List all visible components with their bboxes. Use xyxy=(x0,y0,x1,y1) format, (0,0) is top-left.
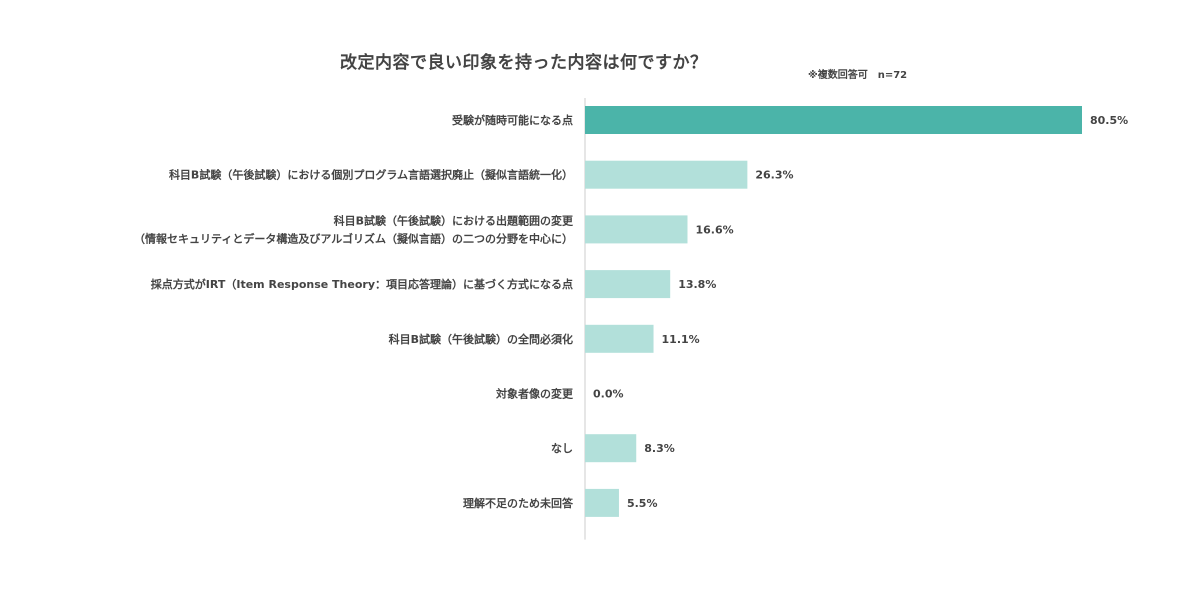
category-label: 科目B試験（午後試験）の全問必須化 xyxy=(389,332,573,346)
category-label-line: 対象者像の変更 xyxy=(495,387,574,401)
category-label: 理解不足のため未回答 xyxy=(463,496,574,510)
category-label-line: 科目B試験（午後試験）の全問必須化 xyxy=(389,332,573,346)
category-label-line: 採点方式がIRT（Item Response Theory：項目応答理論）に基づ… xyxy=(151,277,573,291)
category-label: 採点方式がIRT（Item Response Theory：項目応答理論）に基づ… xyxy=(151,277,573,291)
chart-title: 改定内容で良い印象を持った内容は何ですか？ xyxy=(340,53,708,73)
bar xyxy=(585,106,1082,134)
category-label-line: （情報セキュリティとデータ構造及びアルゴリズム（擬似言語）の二つの分野を中心に） xyxy=(134,231,573,245)
bar-value-label: 16.6% xyxy=(695,223,733,236)
bar xyxy=(585,160,748,189)
category-label-line: 理解不足のため未回答 xyxy=(463,496,574,510)
category-label: 科目B試験（午後試験）における個別プログラム言語選択廃止（擬似言語統一化） xyxy=(169,168,573,182)
bar-value-label: 11.1% xyxy=(662,333,700,346)
category-label-line: 科目B試験（午後試験）における出題範囲の変更 xyxy=(334,213,574,227)
category-label-line: 受験が随時可能になる点 xyxy=(452,113,573,127)
bar-value-label: 5.5% xyxy=(627,497,658,510)
bar xyxy=(585,434,637,463)
category-label: 対象者像の変更 xyxy=(495,387,574,401)
chart-note: ※複数回答可 n=72 xyxy=(808,70,908,81)
category-label: なし xyxy=(551,442,573,455)
category-label-line: 科目B試験（午後試験）における個別プログラム言語選択廃止（擬似言語統一化） xyxy=(169,168,573,182)
bar xyxy=(585,488,619,517)
bar xyxy=(585,215,688,244)
category-label: 科目B試験（午後試験）における出題範囲の変更 （情報セキュリティとデータ構造及びア… xyxy=(134,213,574,245)
bar-value-label: 80.5% xyxy=(1090,114,1128,127)
bar xyxy=(585,270,671,299)
category-label-line: なし xyxy=(551,442,573,455)
bar-value-label: 0.0% xyxy=(593,388,624,401)
bar-value-label: 8.3% xyxy=(644,442,675,455)
category-label: 受験が随時可能になる点 xyxy=(452,113,573,127)
bar xyxy=(585,324,654,353)
bar-value-label: 13.8% xyxy=(678,278,716,291)
bar-value-label: 26.3% xyxy=(755,169,793,182)
